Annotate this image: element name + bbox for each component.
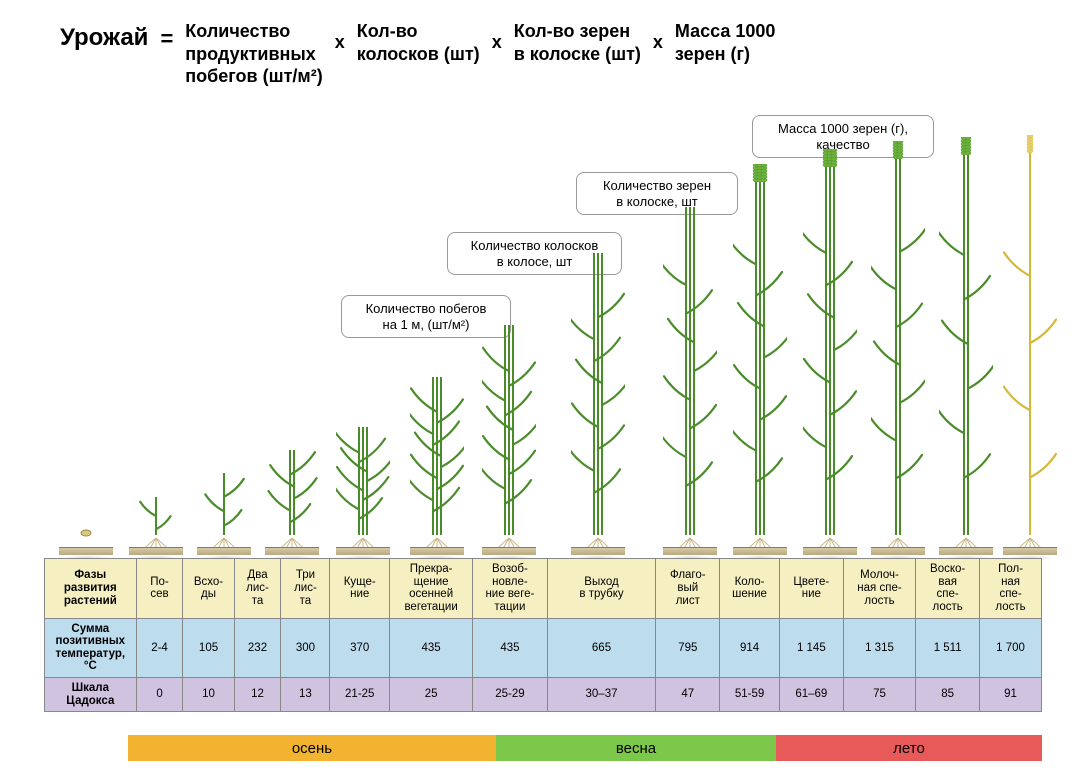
table-cell: 435 [473,618,548,678]
table-cell: 1 145 [779,618,843,678]
table-cell: 435 [390,618,473,678]
table-cell: 85 [916,678,980,712]
table-cell: Возоб-новле-ние веге-тации [473,559,548,619]
table-cell: Куще-ние [330,559,390,619]
plant-stage-12 [939,137,993,555]
table-cell: По-сев [136,559,183,619]
plant-stage-9 [733,164,787,555]
table-cell: Цвете-ние [779,559,843,619]
growth-stages-diagram [40,90,1050,555]
table-cell: 914 [720,618,780,678]
table-cell: 105 [183,618,234,678]
times-sign: x [653,20,663,53]
times-sign: x [492,20,502,53]
table-cell: 1 315 [843,618,915,678]
yield-formula: Урожай = Количествопродуктивныхпобегов (… [60,20,775,88]
table-cell: 25-29 [473,678,548,712]
table-cell: 2-4 [136,618,183,678]
table-cell: 91 [980,678,1042,712]
growth-phase-table: ФазыразвитиярастенийПо-севВсхо-дыДвалис-… [44,558,1042,712]
table-cell: Выходв трубку [547,559,656,619]
plant-stage-5 [410,361,464,555]
table-cell: Флаго-выйлист [656,559,720,619]
table-row-head: Суммапозитивныхтемператур, °С [45,618,137,678]
table-cell: 47 [656,678,720,712]
table-cell: Коло-шение [720,559,780,619]
times-sign: x [335,20,345,53]
formula-term-4: Масса 1000зерен (г) [675,20,776,65]
table-cell: Молоч-ная спе-лость [843,559,915,619]
table-cell: 300 [281,618,330,678]
table-cell: 75 [843,678,915,712]
table-cell: 30–37 [547,678,656,712]
table-cell: 1 700 [980,618,1042,678]
table-cell: 21-25 [330,678,390,712]
plant-stage-8 [663,191,717,555]
table-cell: 61–69 [779,678,843,712]
table-cell: 12 [234,678,281,712]
table-cell: 10 [183,678,234,712]
table-cell: Двалис-та [234,559,281,619]
plant-stage-4 [336,411,390,555]
season-лето: лето [776,735,1042,761]
formula-term-2: Кол-воколосков (шт) [357,20,480,65]
plant-stage-11 [871,141,925,555]
table-cell: Воско-ваяспе-лость [916,559,980,619]
plant-stage-10 [803,149,857,555]
plant-stage-13 [1003,135,1057,555]
table-cell: 370 [330,618,390,678]
table-cell: Пол-наяспе-лость [980,559,1042,619]
table-cell: 25 [390,678,473,712]
formula-term-3: Кол-во зеренв колоске (шт) [514,20,641,65]
formula-yield: Урожай [60,20,148,52]
plant-stage-1 [129,481,183,555]
plant-stage-7 [571,237,625,555]
table-cell: 232 [234,618,281,678]
table-cell: 13 [281,678,330,712]
season-bar: осеньвесналето [128,735,1042,761]
table-cell: 795 [656,618,720,678]
table-row-head: ШкалаЦадокса [45,678,137,712]
table-cell: 665 [547,618,656,678]
plant-stage-2 [197,457,251,555]
table-cell: Всхо-ды [183,559,234,619]
plant-stage-0 [59,519,113,555]
table-cell: Трилис-та [281,559,330,619]
table-cell: 1 511 [916,618,980,678]
season-осень: осень [128,735,496,761]
plant-stage-6 [482,309,536,555]
equals-sign: = [160,20,173,52]
table-row-head: Фазыразвитиярастений [45,559,137,619]
season-весна: весна [496,735,776,761]
table-cell: Прекра-щениеосеннейвегетации [390,559,473,619]
table-cell: 0 [136,678,183,712]
table-cell: 51-59 [720,678,780,712]
formula-term-1: Количествопродуктивныхпобегов (шт/м²) [185,20,322,88]
plant-stage-3 [265,434,319,555]
